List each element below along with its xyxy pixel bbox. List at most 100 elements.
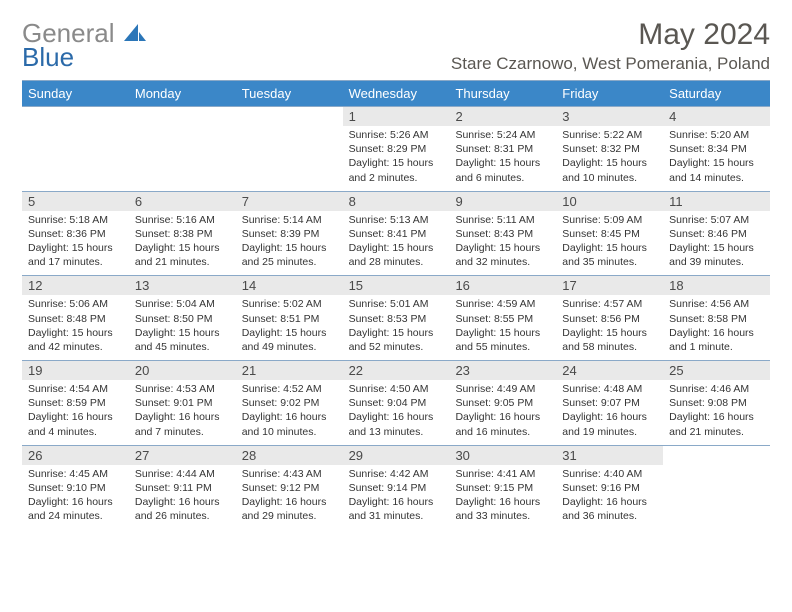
day-number: 22 (343, 361, 450, 380)
day-content: Sunrise: 5:01 AMSunset: 8:53 PMDaylight:… (343, 295, 450, 360)
day-cell: .. (236, 107, 343, 191)
day-content: Sunrise: 4:59 AMSunset: 8:55 PMDaylight:… (449, 295, 556, 360)
dow-fri: Friday (556, 81, 663, 106)
day-number: 28 (236, 446, 343, 465)
day-number: 3 (556, 107, 663, 126)
day-content: Sunrise: 4:52 AMSunset: 9:02 PMDaylight:… (236, 380, 343, 445)
day-content: Sunrise: 5:07 AMSunset: 8:46 PMDaylight:… (663, 211, 770, 276)
day-number: 10 (556, 192, 663, 211)
day-content: Sunrise: 4:50 AMSunset: 9:04 PMDaylight:… (343, 380, 450, 445)
day-cell: 26Sunrise: 4:45 AMSunset: 9:10 PMDayligh… (22, 446, 129, 530)
day-number: 19 (22, 361, 129, 380)
day-number: 6 (129, 192, 236, 211)
day-content: Sunrise: 4:41 AMSunset: 9:15 PMDaylight:… (449, 465, 556, 530)
dow-sat: Saturday (663, 81, 770, 106)
day-content: Sunrise: 4:54 AMSunset: 8:59 PMDaylight:… (22, 380, 129, 445)
day-cell: 7Sunrise: 5:14 AMSunset: 8:39 PMDaylight… (236, 192, 343, 276)
day-number: 14 (236, 276, 343, 295)
day-cell: 4Sunrise: 5:20 AMSunset: 8:34 PMDaylight… (663, 107, 770, 191)
day-cell: 13Sunrise: 5:04 AMSunset: 8:50 PMDayligh… (129, 276, 236, 360)
day-cell: 30Sunrise: 4:41 AMSunset: 9:15 PMDayligh… (449, 446, 556, 530)
day-content: Sunrise: 5:04 AMSunset: 8:50 PMDaylight:… (129, 295, 236, 360)
day-content: Sunrise: 5:24 AMSunset: 8:31 PMDaylight:… (449, 126, 556, 191)
day-cell: 31Sunrise: 4:40 AMSunset: 9:16 PMDayligh… (556, 446, 663, 530)
day-number: 4 (663, 107, 770, 126)
day-number: 25 (663, 361, 770, 380)
dow-thu: Thursday (449, 81, 556, 106)
day-content: Sunrise: 5:18 AMSunset: 8:36 PMDaylight:… (22, 211, 129, 276)
day-content: Sunrise: 5:22 AMSunset: 8:32 PMDaylight:… (556, 126, 663, 191)
day-cell: 20Sunrise: 4:53 AMSunset: 9:01 PMDayligh… (129, 361, 236, 445)
week-row: ......1Sunrise: 5:26 AMSunset: 8:29 PMDa… (22, 106, 770, 191)
day-cell: 23Sunrise: 4:49 AMSunset: 9:05 PMDayligh… (449, 361, 556, 445)
calendar-body: ......1Sunrise: 5:26 AMSunset: 8:29 PMDa… (22, 106, 770, 529)
day-content: Sunrise: 5:26 AMSunset: 8:29 PMDaylight:… (343, 126, 450, 191)
location: Stare Czarnowo, West Pomerania, Poland (451, 54, 770, 74)
day-content: Sunrise: 5:06 AMSunset: 8:48 PMDaylight:… (22, 295, 129, 360)
header: General Blue May 2024 Stare Czarnowo, We… (22, 18, 770, 74)
day-number: 21 (236, 361, 343, 380)
dow-wed: Wednesday (343, 81, 450, 106)
day-cell: 14Sunrise: 5:02 AMSunset: 8:51 PMDayligh… (236, 276, 343, 360)
week-row: 12Sunrise: 5:06 AMSunset: 8:48 PMDayligh… (22, 275, 770, 360)
day-content: Sunrise: 4:46 AMSunset: 9:08 PMDaylight:… (663, 380, 770, 445)
day-number: 17 (556, 276, 663, 295)
day-cell: .. (663, 446, 770, 530)
day-number: 9 (449, 192, 556, 211)
day-content: Sunrise: 4:44 AMSunset: 9:11 PMDaylight:… (129, 465, 236, 530)
dow-mon: Monday (129, 81, 236, 106)
day-cell: 25Sunrise: 4:46 AMSunset: 9:08 PMDayligh… (663, 361, 770, 445)
day-cell: 19Sunrise: 4:54 AMSunset: 8:59 PMDayligh… (22, 361, 129, 445)
day-cell: 15Sunrise: 5:01 AMSunset: 8:53 PMDayligh… (343, 276, 450, 360)
logo: General Blue (22, 18, 146, 70)
day-content: Sunrise: 5:09 AMSunset: 8:45 PMDaylight:… (556, 211, 663, 276)
day-cell: 16Sunrise: 4:59 AMSunset: 8:55 PMDayligh… (449, 276, 556, 360)
day-content: Sunrise: 4:49 AMSunset: 9:05 PMDaylight:… (449, 380, 556, 445)
day-number: 12 (22, 276, 129, 295)
day-content: Sunrise: 5:14 AMSunset: 8:39 PMDaylight:… (236, 211, 343, 276)
day-content: Sunrise: 4:45 AMSunset: 9:10 PMDaylight:… (22, 465, 129, 530)
day-number: 8 (343, 192, 450, 211)
week-row: 26Sunrise: 4:45 AMSunset: 9:10 PMDayligh… (22, 445, 770, 530)
month-title: May 2024 (451, 18, 770, 52)
day-number: 24 (556, 361, 663, 380)
day-content: Sunrise: 5:02 AMSunset: 8:51 PMDaylight:… (236, 295, 343, 360)
day-content: Sunrise: 4:43 AMSunset: 9:12 PMDaylight:… (236, 465, 343, 530)
days-of-week-row: Sunday Monday Tuesday Wednesday Thursday… (22, 81, 770, 106)
day-content: Sunrise: 4:53 AMSunset: 9:01 PMDaylight:… (129, 380, 236, 445)
day-number: 13 (129, 276, 236, 295)
day-content: Sunrise: 4:57 AMSunset: 8:56 PMDaylight:… (556, 295, 663, 360)
day-number: 5 (22, 192, 129, 211)
day-number: 20 (129, 361, 236, 380)
day-cell: 21Sunrise: 4:52 AMSunset: 9:02 PMDayligh… (236, 361, 343, 445)
day-cell: 1Sunrise: 5:26 AMSunset: 8:29 PMDaylight… (343, 107, 450, 191)
day-cell: 27Sunrise: 4:44 AMSunset: 9:11 PMDayligh… (129, 446, 236, 530)
dow-tue: Tuesday (236, 81, 343, 106)
day-cell: 24Sunrise: 4:48 AMSunset: 9:07 PMDayligh… (556, 361, 663, 445)
logo-text: General Blue (22, 18, 146, 70)
sail-icon (124, 20, 146, 46)
day-number: 7 (236, 192, 343, 211)
day-cell: .. (129, 107, 236, 191)
day-cell: 17Sunrise: 4:57 AMSunset: 8:56 PMDayligh… (556, 276, 663, 360)
week-row: 19Sunrise: 4:54 AMSunset: 8:59 PMDayligh… (22, 360, 770, 445)
day-number: 1 (343, 107, 450, 126)
day-cell: 3Sunrise: 5:22 AMSunset: 8:32 PMDaylight… (556, 107, 663, 191)
day-cell: 29Sunrise: 4:42 AMSunset: 9:14 PMDayligh… (343, 446, 450, 530)
day-number: 15 (343, 276, 450, 295)
day-number: 18 (663, 276, 770, 295)
day-cell: 12Sunrise: 5:06 AMSunset: 8:48 PMDayligh… (22, 276, 129, 360)
day-content: Sunrise: 4:40 AMSunset: 9:16 PMDaylight:… (556, 465, 663, 530)
day-number: 23 (449, 361, 556, 380)
day-cell: 10Sunrise: 5:09 AMSunset: 8:45 PMDayligh… (556, 192, 663, 276)
day-cell: 22Sunrise: 4:50 AMSunset: 9:04 PMDayligh… (343, 361, 450, 445)
day-cell: 6Sunrise: 5:16 AMSunset: 8:38 PMDaylight… (129, 192, 236, 276)
day-number: 31 (556, 446, 663, 465)
dow-sun: Sunday (22, 81, 129, 106)
week-row: 5Sunrise: 5:18 AMSunset: 8:36 PMDaylight… (22, 191, 770, 276)
title-block: May 2024 Stare Czarnowo, West Pomerania,… (451, 18, 770, 74)
day-number: 16 (449, 276, 556, 295)
day-number: 26 (22, 446, 129, 465)
day-number: 27 (129, 446, 236, 465)
day-cell: 11Sunrise: 5:07 AMSunset: 8:46 PMDayligh… (663, 192, 770, 276)
